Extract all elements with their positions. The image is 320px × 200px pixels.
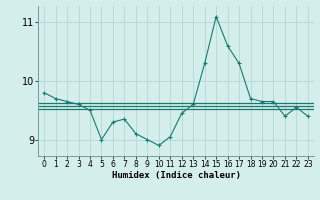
X-axis label: Humidex (Indice chaleur): Humidex (Indice chaleur) xyxy=(111,171,241,180)
